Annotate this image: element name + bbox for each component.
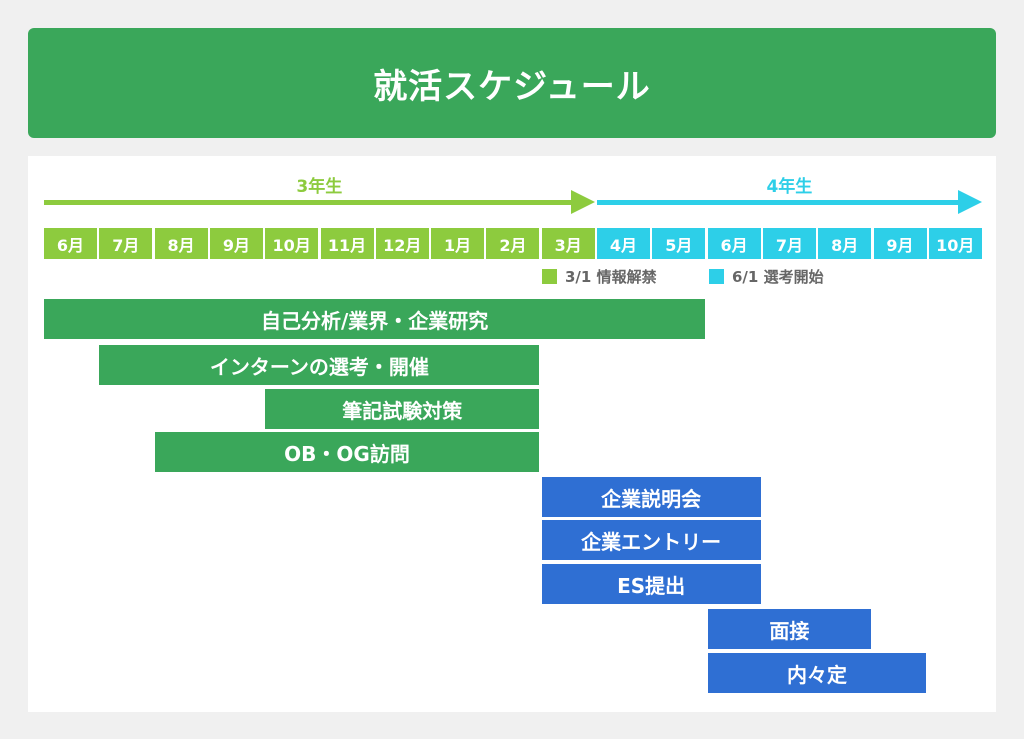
- month-cell: 7月: [762, 228, 816, 259]
- phase-arrow-head: [957, 190, 982, 214]
- month-cell: 8月: [154, 228, 208, 259]
- legend-swatch: [709, 269, 724, 284]
- month-cell: 5月: [652, 228, 706, 259]
- month-cell: 6月: [707, 228, 761, 259]
- title-banner: 就活スケジュール: [28, 28, 996, 138]
- month-cell: 6月: [44, 228, 97, 259]
- month-cell: 9月: [209, 228, 263, 259]
- month-cell: 10月: [928, 228, 982, 259]
- phase-arrow-line: [44, 200, 573, 205]
- page-title: 就活スケジュール: [373, 66, 651, 107]
- task-bar: 内々定: [707, 653, 927, 693]
- month-cell: 12月: [375, 228, 429, 259]
- task-bar: ES提出: [541, 564, 761, 604]
- month-cell: 7月: [99, 228, 153, 259]
- month-cell: 8月: [818, 228, 872, 259]
- phase-label: 4年生: [766, 177, 813, 197]
- task-bar: 筆記試験対策: [265, 389, 540, 429]
- legend-item: 6/1 選考開始: [709, 266, 824, 287]
- month-cell: 11月: [320, 228, 374, 259]
- schedule-panel: 3年生 4年生 6月 7月 8月 9月 10月 11月 12月 1月 2月 3月 4月 5月 6月 7月 8月 9…: [28, 156, 996, 712]
- phase-label: 3年生: [296, 177, 343, 197]
- legend-item: 3/1 情報解禁: [542, 266, 657, 287]
- task-bar: OB・OG訪問: [154, 432, 540, 472]
- month-cell: 9月: [873, 228, 927, 259]
- task-bar: 企業エントリー: [541, 520, 761, 560]
- task-bar: 面接: [707, 609, 872, 649]
- legend-swatch: [542, 269, 557, 284]
- legend-label: 6/1 選考開始: [732, 268, 824, 286]
- task-bar: 自己分析/業界・企業研究: [44, 299, 706, 339]
- month-cell: 2月: [486, 228, 540, 259]
- month-cell: 3月: [541, 228, 595, 259]
- month-cell: 4月: [597, 228, 650, 259]
- month-cell: 1月: [431, 228, 485, 259]
- month-cell: 10月: [265, 228, 319, 259]
- task-bar: 企業説明会: [541, 477, 761, 517]
- phase-arrow-head: [570, 190, 595, 214]
- legend-label: 3/1 情報解禁: [565, 268, 657, 286]
- task-bar: インターンの選考・開催: [99, 345, 540, 385]
- phase-arrow-line: [597, 200, 960, 205]
